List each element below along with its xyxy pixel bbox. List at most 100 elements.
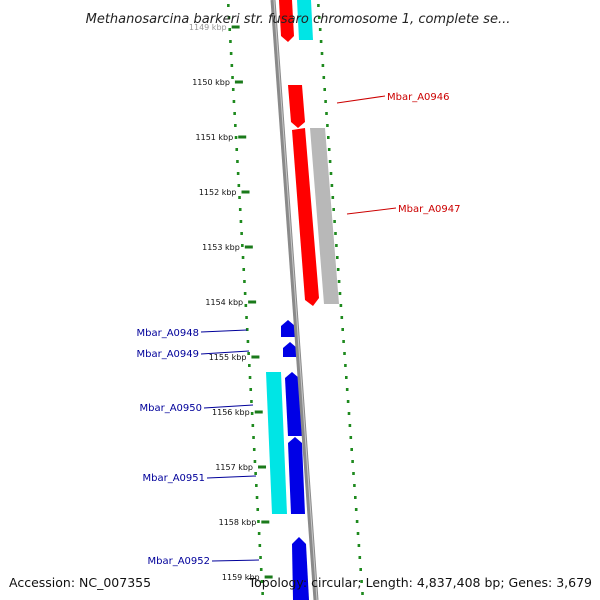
inner-dotted-track-dot <box>255 496 259 499</box>
outer-dotted-track-dot <box>325 112 328 115</box>
gene-label-mbar-a0950[interactable]: Mbar_A0950 <box>139 403 254 414</box>
outer-dotted-track-dot <box>342 340 345 343</box>
gene-labels: Mbar_A0946 Mbar_A0947 Mbar_A0948 Mbar_A0949… <box>136 92 460 567</box>
kbp-tick-mark <box>258 465 267 469</box>
gene-feature-mbar-a0950[interactable] <box>285 372 302 436</box>
inner-dotted-track-dot <box>238 208 242 211</box>
inner-dotted-track-dot <box>241 244 244 247</box>
outer-dotted-track-dot <box>326 124 329 127</box>
outer-dotted-track-dot <box>350 448 353 451</box>
inner-dotted-track-dot <box>244 304 248 307</box>
gene-label-mbar-a0949[interactable]: Mbar_A0949 <box>136 349 250 360</box>
gene-feature-mbar-a0949[interactable] <box>283 342 297 357</box>
kbp-tick-mark <box>231 25 240 29</box>
inner-dotted-track-dot <box>243 280 246 283</box>
kbp-tick-label: 1153 kbp <box>202 243 240 252</box>
gene-label-mbar-a0952[interactable]: Mbar_A0952 <box>147 556 260 567</box>
accession-text: Accession: NC_007355 <box>9 575 151 590</box>
kbp-tick: 1150 kbp <box>192 78 243 87</box>
kbp-tick: 1156 kbp <box>212 408 263 417</box>
inner-dotted-track-dot <box>257 520 260 523</box>
outer-dotted-track-dot <box>346 400 350 403</box>
gene-leader-line <box>336 95 386 104</box>
gene-feature-top-cyan[interactable] <box>297 0 313 40</box>
inner-dotted-track-dot <box>253 460 257 463</box>
gene-label-text[interactable]: Mbar_A0948 <box>136 328 199 339</box>
dotted-track-guides <box>227 4 364 595</box>
kbp-tick-mark <box>234 80 243 84</box>
inner-dotted-track-dot <box>236 172 240 175</box>
outer-dotted-track-dot <box>351 460 354 463</box>
inner-dotted-track-dot <box>250 412 254 415</box>
outer-dotted-track-dot <box>349 436 353 439</box>
gene-label-mbar-a0948[interactable]: Mbar_A0948 <box>136 328 248 339</box>
gene-feature-top-red[interactable] <box>279 0 294 42</box>
gene-leader-line <box>211 559 260 562</box>
gene-label-text[interactable]: Mbar_A0951 <box>142 473 205 484</box>
inner-dotted-track-dot <box>248 376 252 379</box>
outer-dotted-track-dot <box>328 160 332 163</box>
gene-label-text[interactable]: Mbar_A0952 <box>147 556 210 567</box>
outer-dotted-track-dot <box>354 496 357 499</box>
inner-dotted-track-dot <box>254 472 257 475</box>
outer-dotted-track-dot <box>338 292 342 295</box>
genome-summary-text: Topology: circular; Length: 4,837,408 bp… <box>248 575 592 590</box>
gene-label-mbar-a0951[interactable]: Mbar_A0951 <box>142 473 257 484</box>
inner-dotted-track-dot <box>261 592 264 595</box>
inner-dotted-track-dot <box>246 340 250 343</box>
inner-dotted-track-dot <box>227 16 231 19</box>
outer-dotted-track-dot <box>319 40 323 43</box>
outer-dotted-track-dot <box>359 568 362 571</box>
outer-dotted-track-dot <box>339 304 343 307</box>
kbp-tick: 1153 kbp <box>202 243 253 252</box>
inner-dotted-track-dot <box>229 52 233 55</box>
outer-dotted-track-dot <box>337 280 341 283</box>
kbp-tick: 1152 kbp <box>199 188 250 197</box>
gene-label-text[interactable]: Mbar_A0949 <box>136 349 199 360</box>
kbp-tick-label: 1149 kbp <box>189 23 227 32</box>
gene-label-text[interactable]: Mbar_A0946 <box>387 92 450 103</box>
inner-dotted-track-dot <box>250 400 253 403</box>
gene-feature-mbar-a0950-cyan[interactable] <box>266 372 287 514</box>
kbp-ruler: 1149 kbp 1150 kbp 1151 kbp 1152 kbp 1153 kbp… <box>189 23 273 582</box>
gene-feature-mbar-a0946[interactable] <box>288 85 305 128</box>
gene-feature-gray[interactable] <box>310 128 339 304</box>
gene-label-text[interactable]: Mbar_A0950 <box>139 403 202 414</box>
inner-dotted-track-dot <box>227 4 230 7</box>
gene-feature-mbar-a0951[interactable] <box>288 437 305 514</box>
outer-dotted-track-dot <box>345 376 348 379</box>
gene-label-mbar-a0947[interactable]: Mbar_A0947 <box>346 204 461 215</box>
gene-leader-line <box>346 207 397 215</box>
inner-dotted-track-dot <box>241 256 245 259</box>
kbp-tick-label: 1155 kbp <box>209 353 247 362</box>
gene-features <box>266 0 339 600</box>
kbp-tick-label: 1158 kbp <box>219 518 257 527</box>
kbp-tick: 1157 kbp <box>215 463 267 472</box>
outer-dotted-track-dot <box>352 472 355 475</box>
kbp-tick: 1151 kbp <box>196 133 247 142</box>
gene-label-mbar-a0946[interactable]: Mbar_A0946 <box>336 92 450 104</box>
outer-dotted-track-dot <box>333 220 336 223</box>
inner-dotted-track-dot <box>249 388 253 391</box>
inner-dotted-track-dot <box>228 28 232 31</box>
inner-dotted-track-dot <box>259 568 263 571</box>
outer-dotted-track-dot <box>331 196 335 199</box>
inner-dotted-track-dot <box>248 364 251 367</box>
kbp-tick-label: 1152 kbp <box>199 188 237 197</box>
gene-feature-mbar-a0948[interactable] <box>281 320 295 337</box>
inner-dotted-track-dot <box>260 580 264 583</box>
inner-dotted-track-dot <box>247 352 250 355</box>
gene-label-text[interactable]: Mbar_A0947 <box>398 204 461 215</box>
gene-leader-line <box>200 329 248 333</box>
outer-dotted-track-dot <box>330 184 334 187</box>
inner-dotted-track-dot <box>239 220 243 223</box>
gene-feature-mbar-a0952[interactable] <box>292 537 309 600</box>
outer-dotted-track-dot <box>347 412 351 415</box>
outer-dotted-track-dot <box>356 532 360 535</box>
inner-dotted-track-dot <box>235 148 239 151</box>
outer-dotted-track-dot <box>355 520 359 523</box>
gene-feature-mbar-a0947[interactable] <box>292 128 319 306</box>
inner-dotted-track-dot <box>231 76 234 79</box>
kbp-tick: 1158 kbp <box>219 518 270 527</box>
kbp-tick: 1159 kbp <box>222 573 273 582</box>
